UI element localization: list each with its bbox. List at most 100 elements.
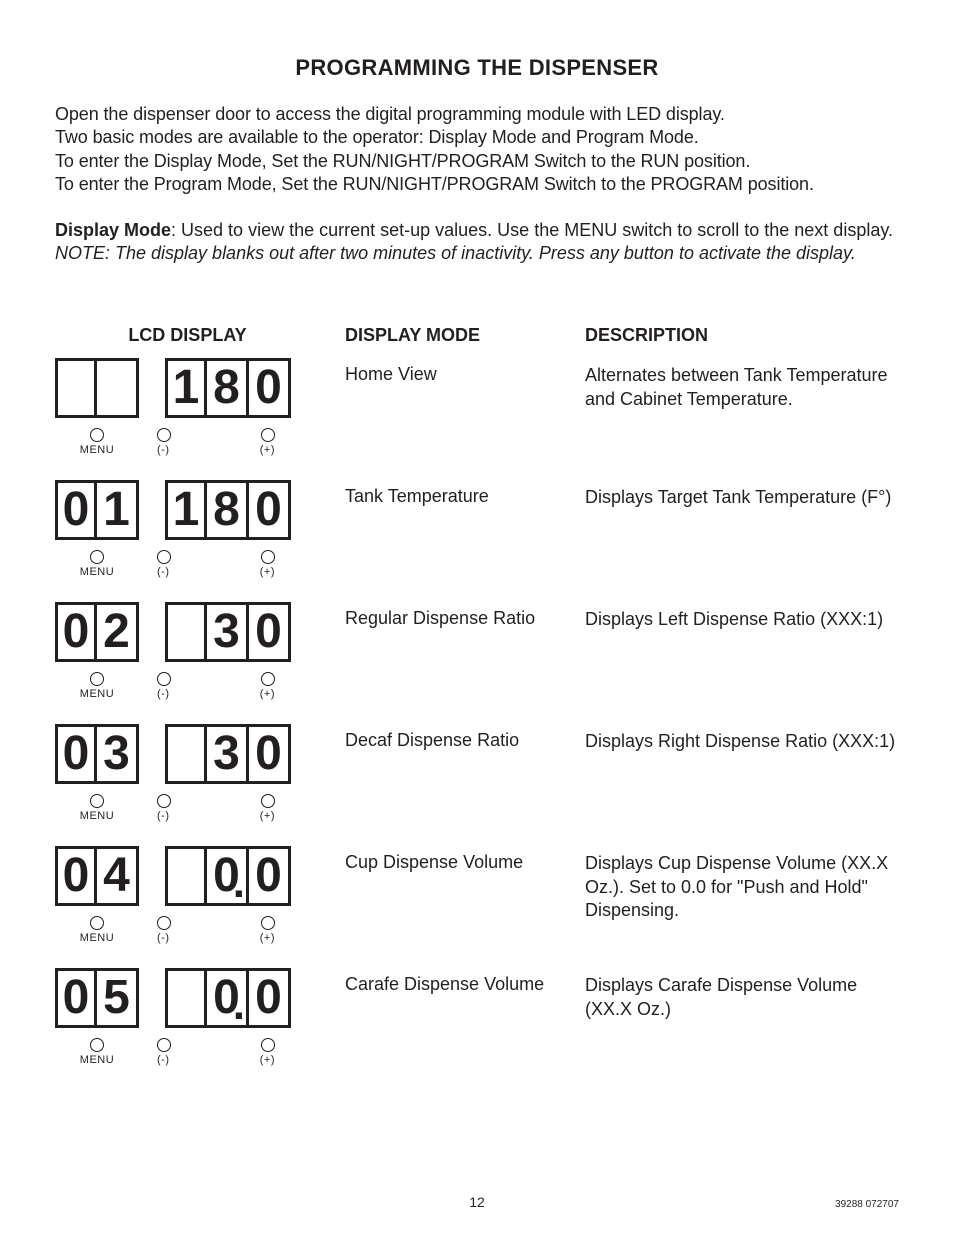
intro-line: To enter the Program Mode, Set the RUN/N…	[55, 173, 899, 196]
table-headers: LCD DISPLAY DISPLAY MODE DESCRIPTION	[55, 325, 899, 346]
button-label: MENU	[80, 688, 114, 700]
lcd-cell: 4	[97, 846, 139, 906]
mode-label: Decaf Dispense Ratio	[320, 724, 555, 822]
minus-button[interactable]: (-)	[153, 672, 209, 700]
table-row: 01180MENU(-)(+)Tank TemperatureDisplays …	[55, 480, 899, 578]
button-icon	[261, 1038, 275, 1052]
minus-button[interactable]: (-)	[153, 1038, 209, 1066]
lcd-cell: 0	[55, 480, 97, 540]
page-title: PROGRAMMING THE DISPENSER	[55, 55, 899, 81]
lcd-cell: 0	[55, 968, 97, 1028]
lcd-cell: 3	[97, 724, 139, 784]
mode-label: Home View	[320, 358, 555, 456]
button-label: MENU	[80, 810, 114, 822]
plus-button[interactable]: (+)	[223, 550, 279, 578]
button-label: MENU	[80, 932, 114, 944]
button-label: MENU	[80, 566, 114, 578]
mode-label: Carafe Dispense Volume	[320, 968, 555, 1066]
button-icon	[90, 794, 104, 808]
mode-description: Displays Cup Dispense Volume (XX.X Oz.).…	[555, 846, 899, 944]
minus-button[interactable]: (-)	[153, 428, 209, 456]
button-icon	[261, 672, 275, 686]
intro-line: Two basic modes are available to the ope…	[55, 126, 899, 149]
lcd-cell: 1	[165, 480, 207, 540]
table-row: 0400MENU(-)(+)Cup Dispense VolumeDisplay…	[55, 846, 899, 944]
lcd-cell: 0	[249, 480, 291, 540]
menu-button[interactable]: MENU	[55, 916, 139, 944]
minus-button[interactable]: (-)	[153, 794, 209, 822]
mode-description: Displays Right Dispense Ratio (XXX:1)	[555, 724, 899, 822]
lcd-cell: 0	[207, 846, 249, 906]
lcd-cell: 1	[97, 480, 139, 540]
lcd-cell	[165, 968, 207, 1028]
lcd-buttons: MENU (-) (+)	[55, 550, 285, 578]
button-icon	[90, 916, 104, 930]
doc-number: 39288 072707	[835, 1199, 899, 1210]
button-icon	[261, 428, 275, 442]
lcd-cell: 0	[249, 358, 291, 418]
lcd-buttons: MENU (-) (+)	[55, 428, 285, 456]
button-label: (-)	[157, 688, 170, 700]
lcd-cell: 3	[207, 602, 249, 662]
display-table: LCD DISPLAY DISPLAY MODE DESCRIPTION 180…	[55, 325, 899, 1066]
button-icon	[261, 794, 275, 808]
button-label: (-)	[157, 566, 170, 578]
button-icon	[90, 428, 104, 442]
minus-button[interactable]: (-)	[153, 916, 209, 944]
mode-description: Displays Carafe Dispense Volume (XX.X Oz…	[555, 968, 899, 1066]
button-icon	[90, 672, 104, 686]
menu-button[interactable]: MENU	[55, 550, 139, 578]
lcd-cell	[165, 846, 207, 906]
mode-note: NOTE: The display blanks out after two m…	[55, 243, 856, 263]
button-icon	[261, 550, 275, 564]
button-label: (+)	[260, 566, 275, 578]
lcd-cell: 0	[55, 602, 97, 662]
mode-label: Tank Temperature	[320, 480, 555, 578]
table-row: 180MENU(-)(+)Home ViewAlternates between…	[55, 358, 899, 456]
lcd-buttons: MENU (-) (+)	[55, 916, 285, 944]
header-lcd: LCD DISPLAY	[55, 325, 320, 346]
mode-description: Alternates between Tank Temperature and …	[555, 358, 899, 456]
plus-button[interactable]: (+)	[223, 672, 279, 700]
plus-button[interactable]: (+)	[223, 916, 279, 944]
header-mode: DISPLAY MODE	[320, 325, 555, 346]
lcd-cell	[165, 602, 207, 662]
lcd-cell: 0	[207, 968, 249, 1028]
plus-button[interactable]: (+)	[223, 428, 279, 456]
plus-button[interactable]: (+)	[223, 794, 279, 822]
lcd-module: 0330MENU(-)(+)	[55, 724, 320, 822]
lcd-cell: 3	[207, 724, 249, 784]
mode-label: Cup Dispense Volume	[320, 846, 555, 944]
lcd-cell: 0	[249, 602, 291, 662]
button-label: (+)	[260, 444, 275, 456]
menu-button[interactable]: MENU	[55, 672, 139, 700]
table-row: 0330MENU(-)(+)Decaf Dispense RatioDispla…	[55, 724, 899, 822]
lcd-module: 0500MENU(-)(+)	[55, 968, 320, 1066]
table-row: 0230MENU(-)(+)Regular Dispense RatioDisp…	[55, 602, 899, 700]
lcd-cell: 5	[97, 968, 139, 1028]
lcd-cell	[165, 724, 207, 784]
button-label: (-)	[157, 810, 170, 822]
menu-button[interactable]: MENU	[55, 1038, 139, 1066]
header-desc: DESCRIPTION	[555, 325, 899, 346]
button-label: (+)	[260, 932, 275, 944]
button-icon	[157, 794, 171, 808]
lcd-cell: 8	[207, 480, 249, 540]
display-mode-desc: Display Mode: Used to view the current s…	[55, 219, 899, 266]
lcd-cell: 0	[55, 846, 97, 906]
lcd-cell: 0	[249, 968, 291, 1028]
button-icon	[157, 1038, 171, 1052]
menu-button[interactable]: MENU	[55, 794, 139, 822]
lcd-cell: 0	[55, 724, 97, 784]
mode-text: : Used to view the current set-up values…	[171, 220, 893, 240]
lcd-cell	[55, 358, 97, 418]
intro-line: Open the dispenser door to access the di…	[55, 103, 899, 126]
menu-button[interactable]: MENU	[55, 428, 139, 456]
button-label: (+)	[260, 688, 275, 700]
lcd-buttons: MENU (-) (+)	[55, 672, 285, 700]
button-label: (-)	[157, 932, 170, 944]
plus-button[interactable]: (+)	[223, 1038, 279, 1066]
minus-button[interactable]: (-)	[153, 550, 209, 578]
mode-description: Displays Left Dispense Ratio (XXX:1)	[555, 602, 899, 700]
button-label: MENU	[80, 444, 114, 456]
